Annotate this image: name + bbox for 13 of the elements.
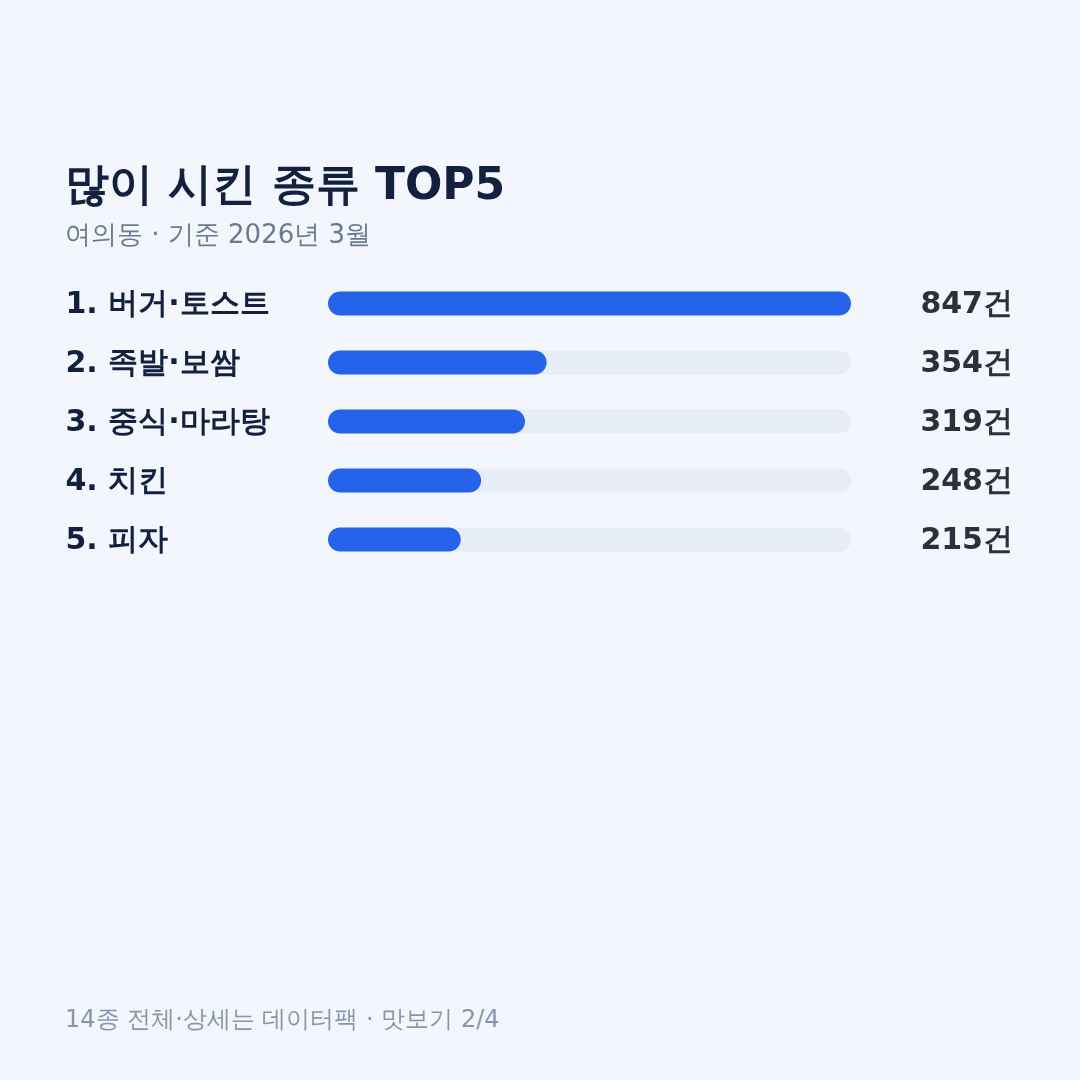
text: 14종 전체·상세는 데이터팩 · 맛보기 2/4 bbox=[65, 1005, 500, 1033]
data-label: 319건 bbox=[920, 402, 1013, 438]
y-tick-label: 5. 피자 bbox=[65, 520, 169, 556]
y-tick-label: 2. 족발·보쌈 bbox=[65, 343, 240, 379]
chart-subtitle: 여의동 · 기준 2026년 3월 bbox=[65, 219, 372, 249]
data-label: 354건 bbox=[920, 343, 1013, 379]
data-label: 847건 bbox=[920, 284, 1013, 320]
y-tick-label: 3. 중식·마라탕 bbox=[65, 402, 270, 438]
data-label: 215건 bbox=[920, 520, 1013, 556]
y-tick-label: 1. 버거·토스트 bbox=[65, 284, 270, 320]
data-label: 248건 bbox=[920, 461, 1013, 497]
y-tick-label: 4. 치킨 bbox=[65, 461, 169, 497]
chart-title: 많이 시킨 종류 TOP5 bbox=[65, 158, 506, 209]
